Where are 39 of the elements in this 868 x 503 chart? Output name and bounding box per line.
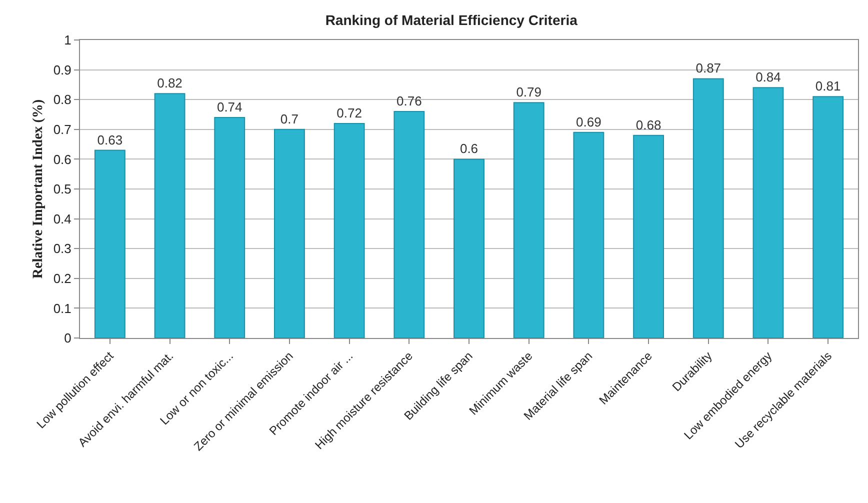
data-label: 0.82 bbox=[157, 76, 182, 91]
bar bbox=[154, 93, 186, 338]
y-tick-label: 0.7 bbox=[53, 122, 72, 137]
bar bbox=[692, 78, 724, 338]
y-tick-label: 0.8 bbox=[53, 92, 72, 108]
y-tick-label: 0.1 bbox=[53, 300, 72, 316]
bar bbox=[274, 128, 305, 338]
data-label: 0.84 bbox=[756, 70, 781, 85]
data-label: 0.68 bbox=[636, 117, 662, 132]
y-axis-title: Relative Important Index (%) bbox=[31, 99, 46, 279]
bar bbox=[94, 150, 126, 338]
chart-title: Ranking of Material Efficiency Criteria bbox=[325, 12, 578, 28]
y-tick-label: 0.5 bbox=[53, 182, 72, 197]
bar bbox=[334, 122, 365, 338]
data-label: 0.76 bbox=[396, 94, 422, 109]
data-label: 0.6 bbox=[460, 141, 478, 156]
bar bbox=[513, 102, 544, 338]
data-label: 0.81 bbox=[815, 78, 841, 94]
data-label: 0.74 bbox=[216, 99, 242, 114]
bar bbox=[812, 96, 844, 338]
data-label: 0.63 bbox=[97, 132, 123, 148]
y-tick-label: 1 bbox=[64, 32, 72, 48]
y-tick-label: 0.9 bbox=[53, 62, 72, 78]
y-tick-label: 0 bbox=[64, 330, 72, 346]
y-tick-label: 0.3 bbox=[53, 241, 72, 256]
bar bbox=[454, 158, 484, 338]
data-label: 0.69 bbox=[576, 114, 602, 130]
bar bbox=[214, 116, 246, 338]
bar bbox=[394, 111, 425, 338]
data-label: 0.72 bbox=[336, 105, 362, 120]
y-tick-label: 0.4 bbox=[53, 211, 72, 226]
bar bbox=[752, 87, 784, 338]
data-label: 0.7 bbox=[280, 111, 298, 126]
data-label: 0.87 bbox=[696, 60, 722, 76]
bar bbox=[633, 134, 664, 338]
data-label: 0.79 bbox=[516, 84, 542, 100]
bar bbox=[573, 132, 604, 338]
y-tick-label: 0.2 bbox=[53, 270, 72, 286]
y-tick-label: 0.6 bbox=[53, 152, 72, 167]
